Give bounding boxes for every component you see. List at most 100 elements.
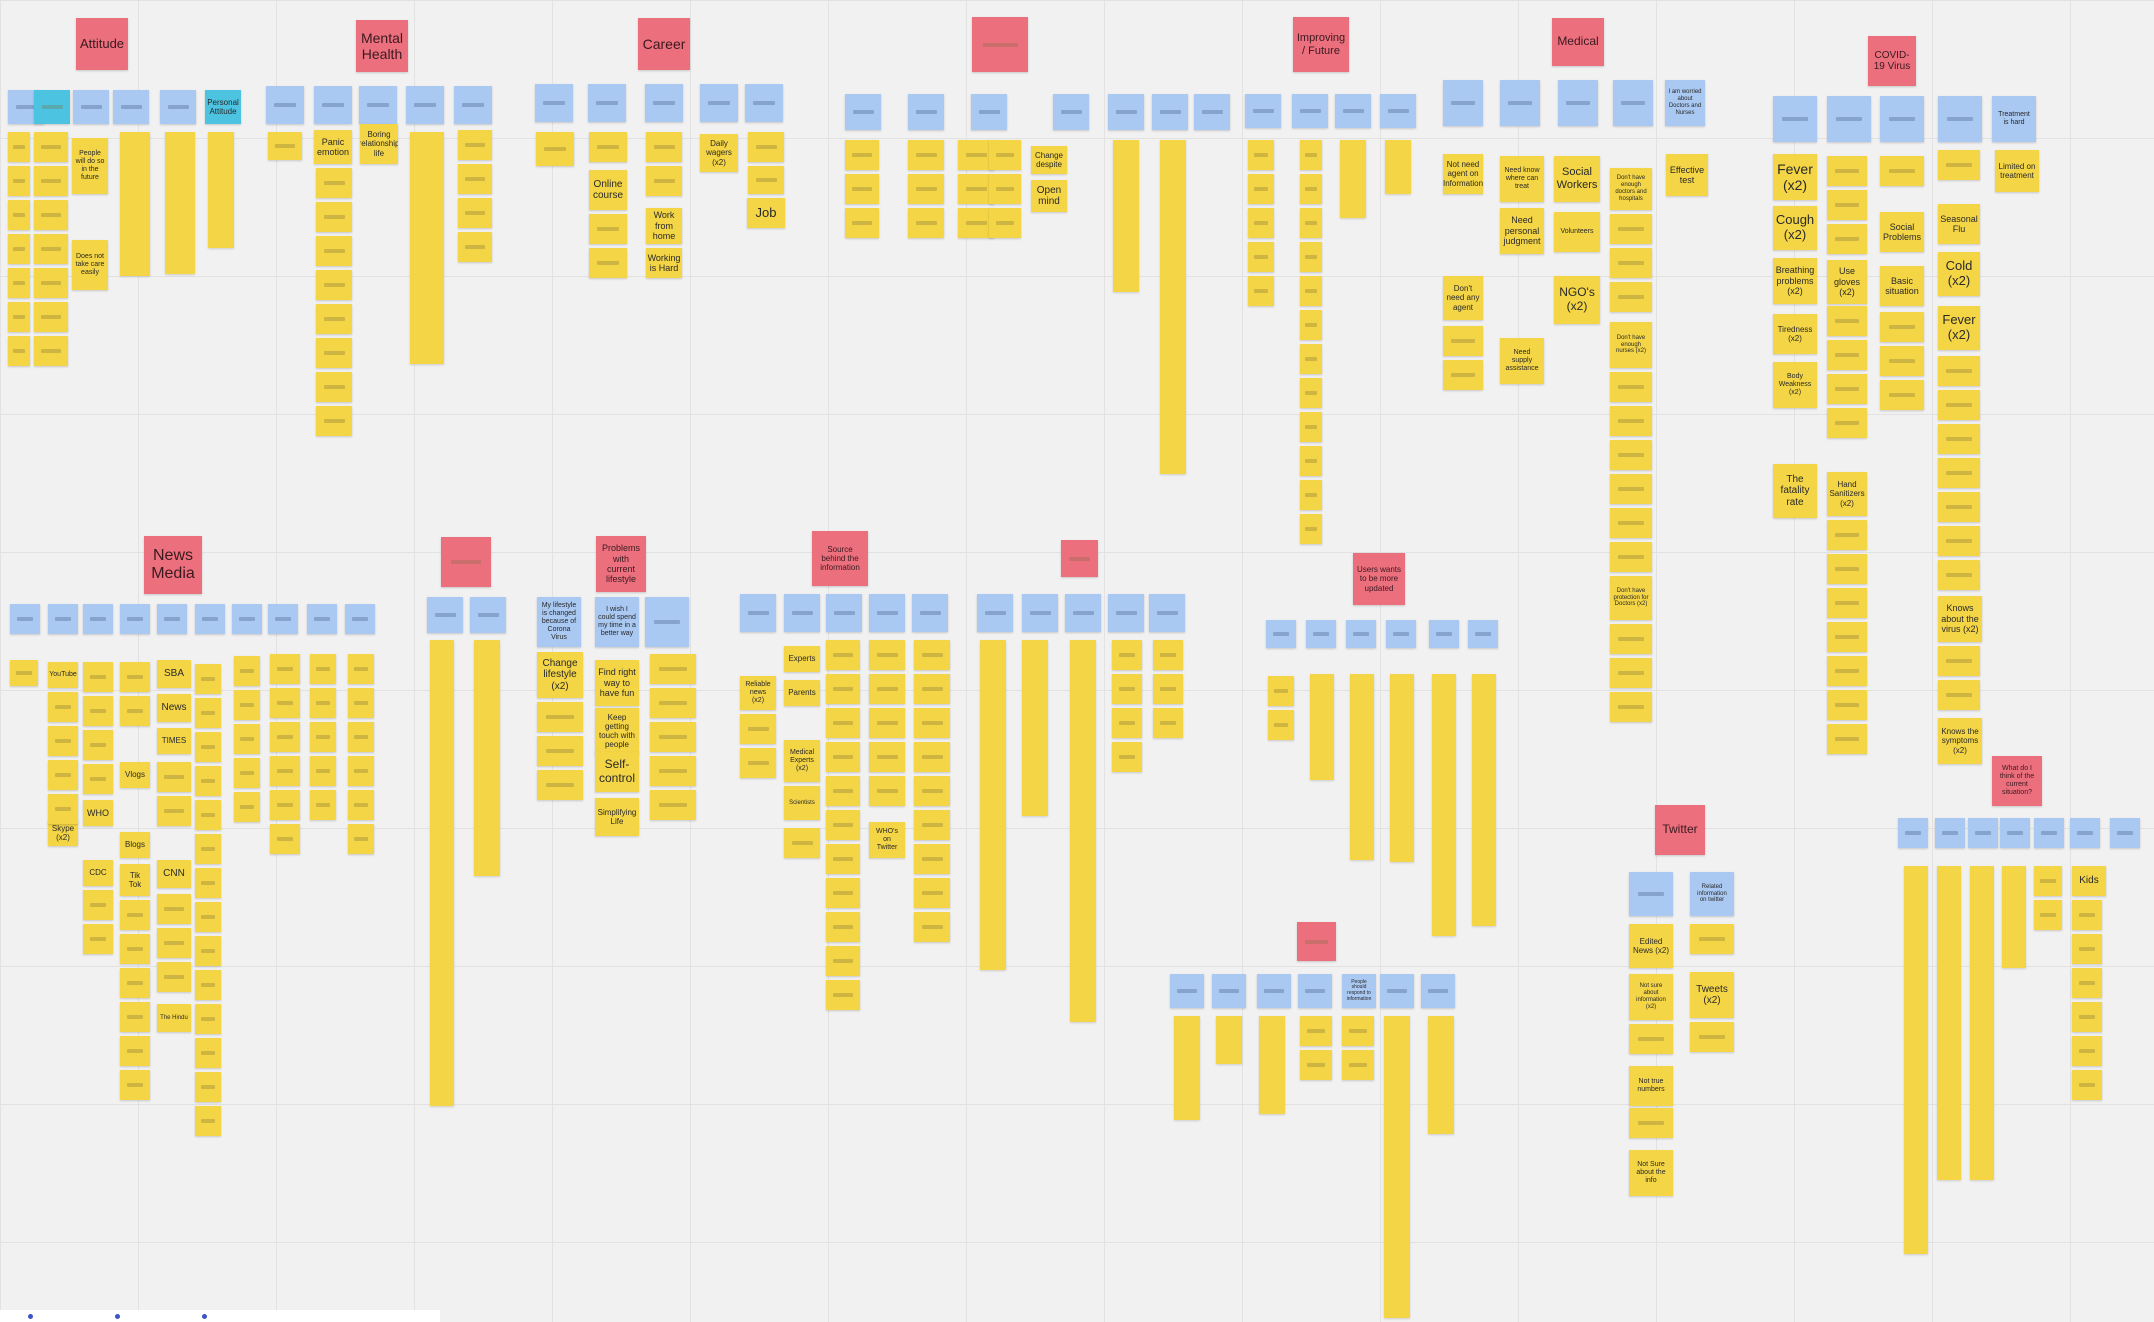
twitter-stack-b-0[interactable] [1629,1108,1673,1138]
cluster-10-note-5[interactable]: WHO's on Twitter [869,822,905,858]
cluster-4-question-1[interactable] [1292,94,1328,128]
cluster-0-note-1[interactable]: Does not take care easily [72,240,108,290]
cluster-15-question-5[interactable] [2070,818,2100,848]
cluster-12-question-3[interactable] [1386,620,1416,648]
cluster-13-question-1[interactable] [1212,974,1246,1008]
source-stack-c-0[interactable] [826,640,860,670]
cluster-6-note-6[interactable]: Use gloves (x2) [1827,260,1867,304]
problems-stack-b-2[interactable] [650,722,696,752]
cluster-5-note-3[interactable]: Need personal judgment [1500,208,1544,254]
cluster-3-question-6[interactable] [1194,94,1230,130]
cluster-7-note-9[interactable]: CDC [83,860,113,886]
mental-stack-a-1[interactable] [316,202,352,232]
future-stack-a-1[interactable] [1248,174,1274,204]
cluster-15-note-0[interactable]: Kids [2072,866,2106,896]
covid-stack-a-2[interactable] [1827,224,1867,254]
news-stack-j-0[interactable] [270,654,300,684]
cluster-3-question-3[interactable] [1053,94,1089,130]
attitude-column-2[interactable] [165,132,195,274]
cluster-title-13[interactable] [1297,922,1336,961]
cluster-6-note-9[interactable]: Basic situation [1880,266,1924,306]
twitter-stack-a-0[interactable] [1629,1024,1673,1054]
cluster-1-note-1[interactable]: Boring relationship life [360,124,398,164]
c3-column-1[interactable] [1113,140,1139,292]
c3-stack-d-1[interactable] [989,174,1021,204]
cluster-9-note-4[interactable]: Simplifying Life [595,798,639,836]
covid-stack-a-1[interactable] [1827,190,1867,220]
future-column-2[interactable] [1385,140,1411,194]
cluster-5-question-3[interactable] [1613,80,1653,126]
news-stack-j-4[interactable] [270,790,300,820]
cluster-2-note-3[interactable]: Daily wagers (x2) [700,134,738,172]
think-stack-b-0[interactable] [2072,900,2102,930]
cluster-10-note-1[interactable]: Experts [784,646,820,672]
cluster-title-0[interactable]: Attitude [76,18,128,70]
future-stack-b-9[interactable] [1300,446,1322,476]
cluster-2-note-2[interactable]: Working is Hard [646,248,682,278]
c3-stack-d-2[interactable] [989,208,1021,238]
cluster-3-question-2[interactable] [971,94,1007,130]
cluster-12-question-2[interactable] [1346,620,1376,648]
cluster-6-note-1[interactable]: Cough (x2) [1773,206,1817,250]
news-stack-h-2[interactable] [195,732,221,762]
mental-stack-b-2[interactable] [458,198,492,228]
cluster-2-question-1[interactable] [588,84,626,122]
covid-stack-e-2[interactable] [1880,380,1924,410]
cluster-10-question-0[interactable] [740,594,776,632]
attitude-stack-a-3[interactable] [8,234,30,264]
updated-column-3[interactable] [1390,674,1414,862]
cluster-title-8[interactable] [441,537,491,587]
cluster-7-note-10[interactable]: CNN [157,860,191,888]
covid-stack-g-3[interactable] [1938,458,1980,488]
news-stack-h-1[interactable] [195,698,221,728]
mental-stack-b-0[interactable] [458,130,492,160]
cluster-6-note-14[interactable]: Knows about the virus (x2) [1938,596,1982,642]
cluster-7-question-3[interactable] [120,604,150,634]
source-stack-e-6[interactable] [914,844,950,874]
covid-stack-c-6[interactable] [1827,724,1867,754]
cluster-6-note-2[interactable]: Breathing problems (x2) [1773,258,1817,304]
cluster-5-note-6[interactable]: Volunteers [1554,212,1600,252]
c11-stack-b-2[interactable] [1153,708,1183,738]
future-stack-a-0[interactable] [1248,140,1274,170]
future-stack-b-8[interactable] [1300,412,1322,442]
future-stack-b-5[interactable] [1300,310,1322,340]
source-stack-c-1[interactable] [826,674,860,704]
mental-stack-a-4[interactable] [316,304,352,334]
cluster-title-10[interactable]: Source behind the information [812,531,868,586]
cluster-5-question-1[interactable] [1500,80,1540,126]
news-stack-l-2[interactable] [348,722,374,752]
mental-stack-b-1[interactable] [458,164,492,194]
cluster-2-question-2[interactable] [645,84,683,122]
news-stack-b-0[interactable] [83,662,113,692]
covid-stack-g-5[interactable] [1938,526,1980,556]
source-stack-d-1[interactable] [869,674,905,704]
news-stack-b-2[interactable] [83,730,113,760]
source-stack-c-2[interactable] [826,708,860,738]
c13-stack-a-1[interactable] [1300,1050,1332,1080]
news-stack-d-5[interactable] [120,1070,150,1100]
mental-column-1[interactable] [410,132,444,364]
c3-stack-a-2[interactable] [845,208,879,238]
medical-stack-c-1[interactable] [1610,406,1652,436]
future-stack-a-3[interactable] [1248,242,1274,272]
attitude-stack-b-5[interactable] [34,302,68,332]
cluster-6-note-11[interactable]: Cold (x2) [1938,252,1980,296]
cluster-15-question-2[interactable] [1968,818,1998,848]
attitude-stack-a-2[interactable] [8,200,30,230]
news-stack-l-0[interactable] [348,654,374,684]
cluster-title-12[interactable]: Users wants to be more updated [1353,553,1405,605]
news-stack-c-0[interactable] [120,662,150,692]
cluster-7-question-1[interactable] [48,604,78,634]
career-note-b-0[interactable] [589,132,627,162]
c11-stack-b-1[interactable] [1153,674,1183,704]
cluster-7-note-3[interactable]: SBA [157,660,191,688]
cluster-9-note-2[interactable]: Keep getting touch with people [595,708,639,754]
c13-stack-b-1[interactable] [1342,1050,1374,1080]
medical-stack-b-0[interactable] [1610,214,1652,244]
news-stack-g-0[interactable] [157,894,191,924]
cluster-5-note-2[interactable]: Need know where can treat [1500,156,1544,202]
problems-stack-b-3[interactable] [650,756,696,786]
think-column-2[interactable] [1937,866,1961,1180]
cluster-10-question-1[interactable] [784,594,820,632]
